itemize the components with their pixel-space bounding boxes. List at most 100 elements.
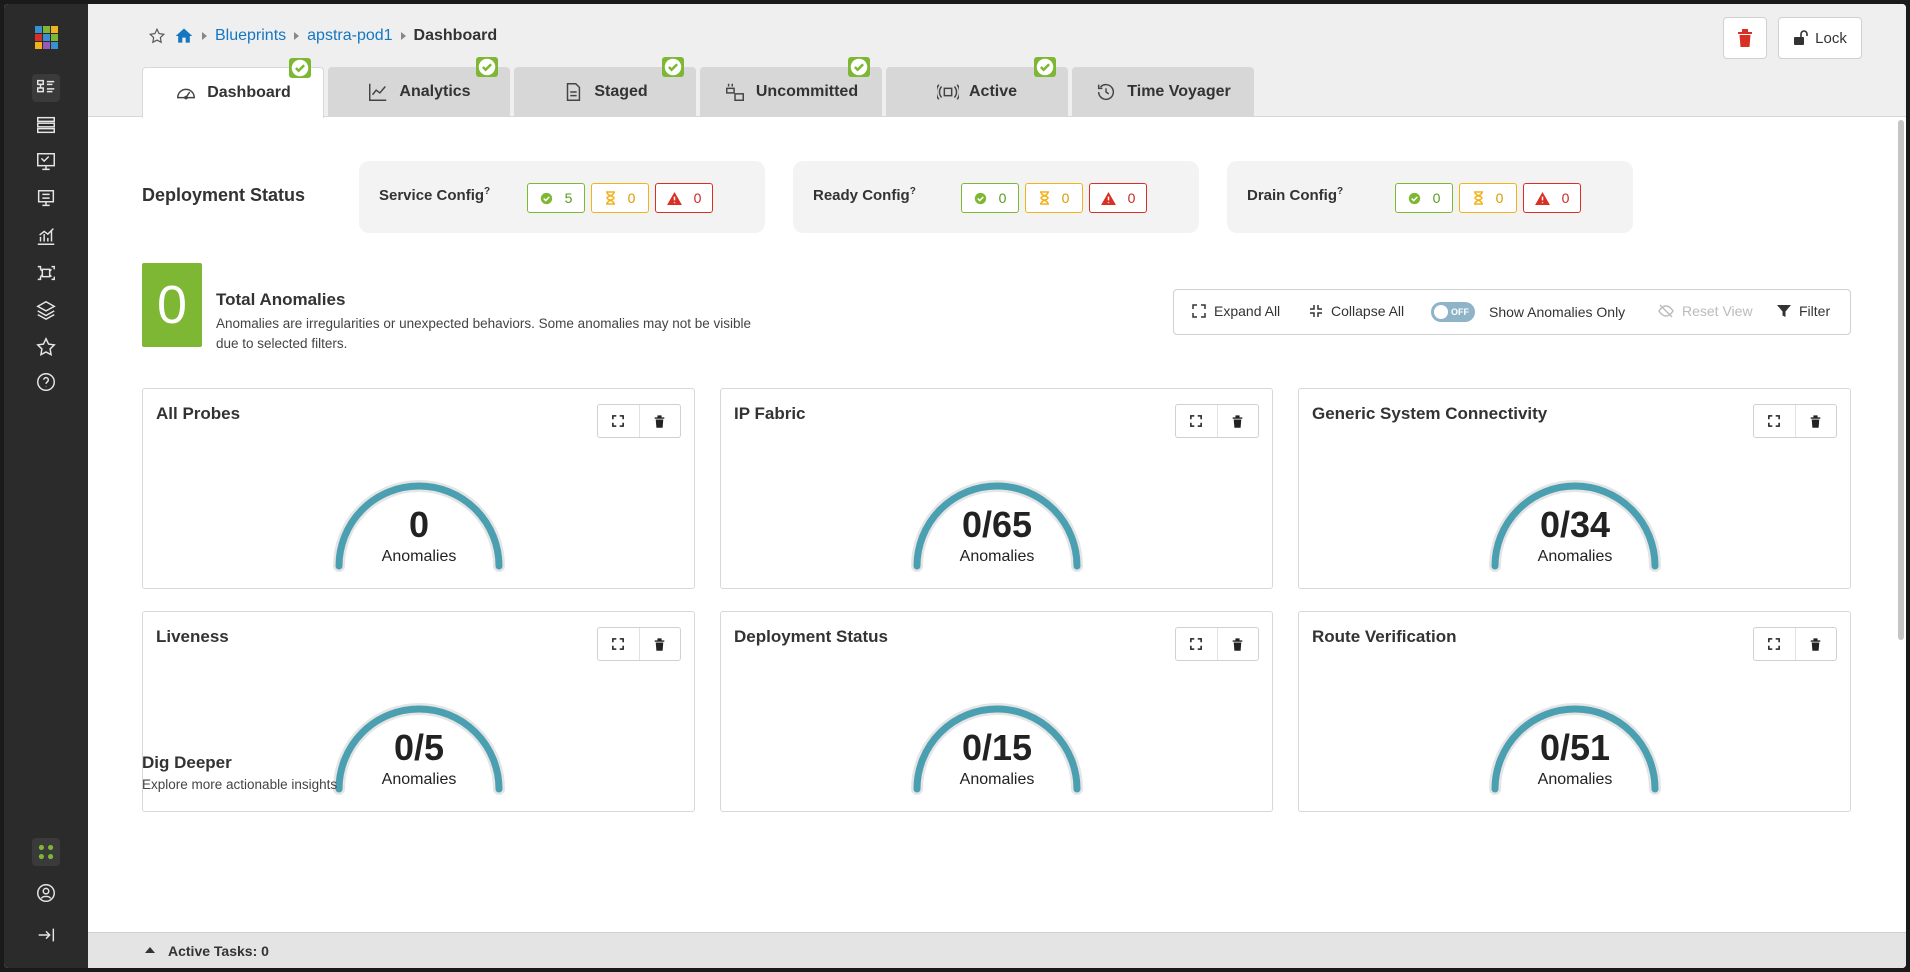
filter-button[interactable]: Filter [1777,303,1830,319]
breadcrumb-blueprints[interactable]: Blueprints [215,27,287,44]
anomaly-gauge: 0/34 Anomalies [1483,464,1667,576]
expand-widget-button[interactable] [1754,628,1795,660]
analytics-icon[interactable] [32,222,60,250]
delete-widget-button[interactable] [1794,628,1837,660]
toggle-switch[interactable]: OFF [1431,302,1475,322]
favorites-icon[interactable] [32,333,60,361]
config-status-pills: 0 0 0 [961,183,1147,213]
anomaly-gauge: 0/5 Anomalies [327,687,511,799]
error-count-badge[interactable]: 0 [1089,183,1147,213]
hourglass-icon [605,191,615,205]
deployment-status-title: Deployment Status [142,185,306,205]
tab-staged[interactable]: Staged [514,57,696,117]
resources-icon[interactable] [32,185,60,213]
expand-widget-button[interactable] [1176,405,1217,437]
help-icon[interactable] [32,368,60,396]
trash-icon [1810,637,1821,651]
delete-widget-button[interactable] [638,405,681,437]
apstra-logo-icon[interactable] [35,26,59,50]
delete-blueprint-button[interactable] [1723,17,1767,59]
gauge-arc [333,703,505,795]
external-systems-icon[interactable] [32,259,60,287]
widget-title: Generic System Connectivity [1312,404,1548,423]
expand-icon [612,415,625,427]
expand-widget-button[interactable] [1754,405,1795,437]
apps-icon[interactable] [32,838,60,866]
collapse-sidebar-icon[interactable] [32,921,60,949]
gauge-unit: Anomalies [381,548,457,565]
time-voyager-icon [1098,83,1115,101]
active-icon [936,84,959,100]
expand-widget-button[interactable] [1176,628,1217,660]
check-circle-icon [540,192,552,204]
tab-label: Staged [594,83,648,100]
delete-widget-button[interactable] [1216,405,1259,437]
collapse-all-button[interactable]: Collapse All [1309,303,1404,319]
gauge-unit: Anomalies [381,771,457,788]
expand-icon [1768,415,1781,427]
anomaly-gauge: 0/51 Anomalies [1483,687,1667,799]
reset-view-button[interactable]: Reset View [1658,303,1753,319]
user-icon[interactable] [32,879,60,907]
error-count-badge[interactable]: 0 [655,183,713,213]
delete-widget-button[interactable] [638,628,681,660]
uncommitted-icon [725,83,744,101]
expand-icon [1768,638,1781,650]
lock-button[interactable]: Lock [1778,17,1862,59]
drain-config-card: Drain Config? 0 0 0 [1227,161,1633,233]
info-icon: ? [484,186,491,197]
tab-uncommitted[interactable]: Uncommitted [700,57,882,117]
app-window: Blueprints apstra-pod1 Dashboard Lock Da… [4,4,1906,968]
show-anomalies-toggle[interactable]: OFF Show Anomalies Only [1431,302,1625,322]
widget-generic-system-connectivity: Generic System Connectivity 0/34 Anomali… [1298,388,1851,589]
delete-widget-button[interactable] [1216,628,1259,660]
total-anomalies-description: Anomalies are irregularities or unexpect… [216,316,752,351]
error-count-badge[interactable]: 0 [1523,183,1581,213]
delete-widget-button[interactable] [1794,405,1837,437]
widget-ip-fabric: IP Fabric 0/65 Anomalies [720,388,1273,589]
pending-count-badge[interactable]: 0 [591,183,649,213]
widget-liveness: Liveness 0/5 Anomalies [142,611,695,812]
warning-icon [666,191,682,205]
ok-count-badge[interactable]: 0 [961,183,1019,213]
favorite-star-icon[interactable] [148,27,166,45]
config-label: Drain Config? [1247,186,1344,204]
tab-label: Analytics [399,83,471,100]
tab-active[interactable]: Active [886,57,1068,117]
main-area: Blueprints apstra-pod1 Dashboard Lock Da… [88,4,1906,968]
check-badge-icon [1034,57,1056,77]
total-anomalies-title: Total Anomalies [216,290,346,309]
ready-config-card: Ready Config? 0 0 0 [793,161,1199,233]
config-status-pills: 0 0 0 [1395,183,1581,213]
ok-count-badge[interactable]: 0 [1395,183,1453,213]
home-icon[interactable] [174,26,194,46]
expand-icon [1192,304,1206,318]
blueprints-icon[interactable] [32,74,60,102]
widget-title: Route Verification [1312,627,1457,646]
filter-icon [1777,305,1791,317]
tab-label: Time Voyager [1127,83,1231,100]
devices-icon[interactable] [32,111,60,139]
tab-analytics[interactable]: Analytics [328,57,510,117]
expand-widget-button[interactable] [598,405,639,437]
platform-icon[interactable] [32,296,60,324]
analytics-icon [369,83,387,101]
breadcrumb-blueprint[interactable]: apstra-pod1 [307,27,393,44]
active-tasks-bar[interactable]: Active Tasks: 0 [88,932,1906,968]
breadcrumb-separator-icon [400,32,406,40]
vertical-scrollbar[interactable] [1898,120,1904,640]
gauge-value: 0/15 [961,727,1033,768]
design-icon[interactable] [32,148,60,176]
expand-widget-button[interactable] [598,628,639,660]
pending-count-badge[interactable]: 0 [1459,183,1517,213]
total-anomalies-count: 0 [142,263,202,347]
tab-time-voyager[interactable]: Time Voyager [1072,67,1254,117]
header: Blueprints apstra-pod1 Dashboard Lock Da… [88,4,1906,118]
trash-icon [1810,414,1821,428]
expand-all-button[interactable]: Expand All [1192,303,1280,319]
check-badge-icon [289,58,311,78]
ok-count-badge[interactable]: 5 [527,183,585,213]
pending-count-badge[interactable]: 0 [1025,183,1083,213]
tab-dashboard[interactable]: Dashboard [142,58,324,118]
caret-up-icon[interactable] [145,947,155,953]
